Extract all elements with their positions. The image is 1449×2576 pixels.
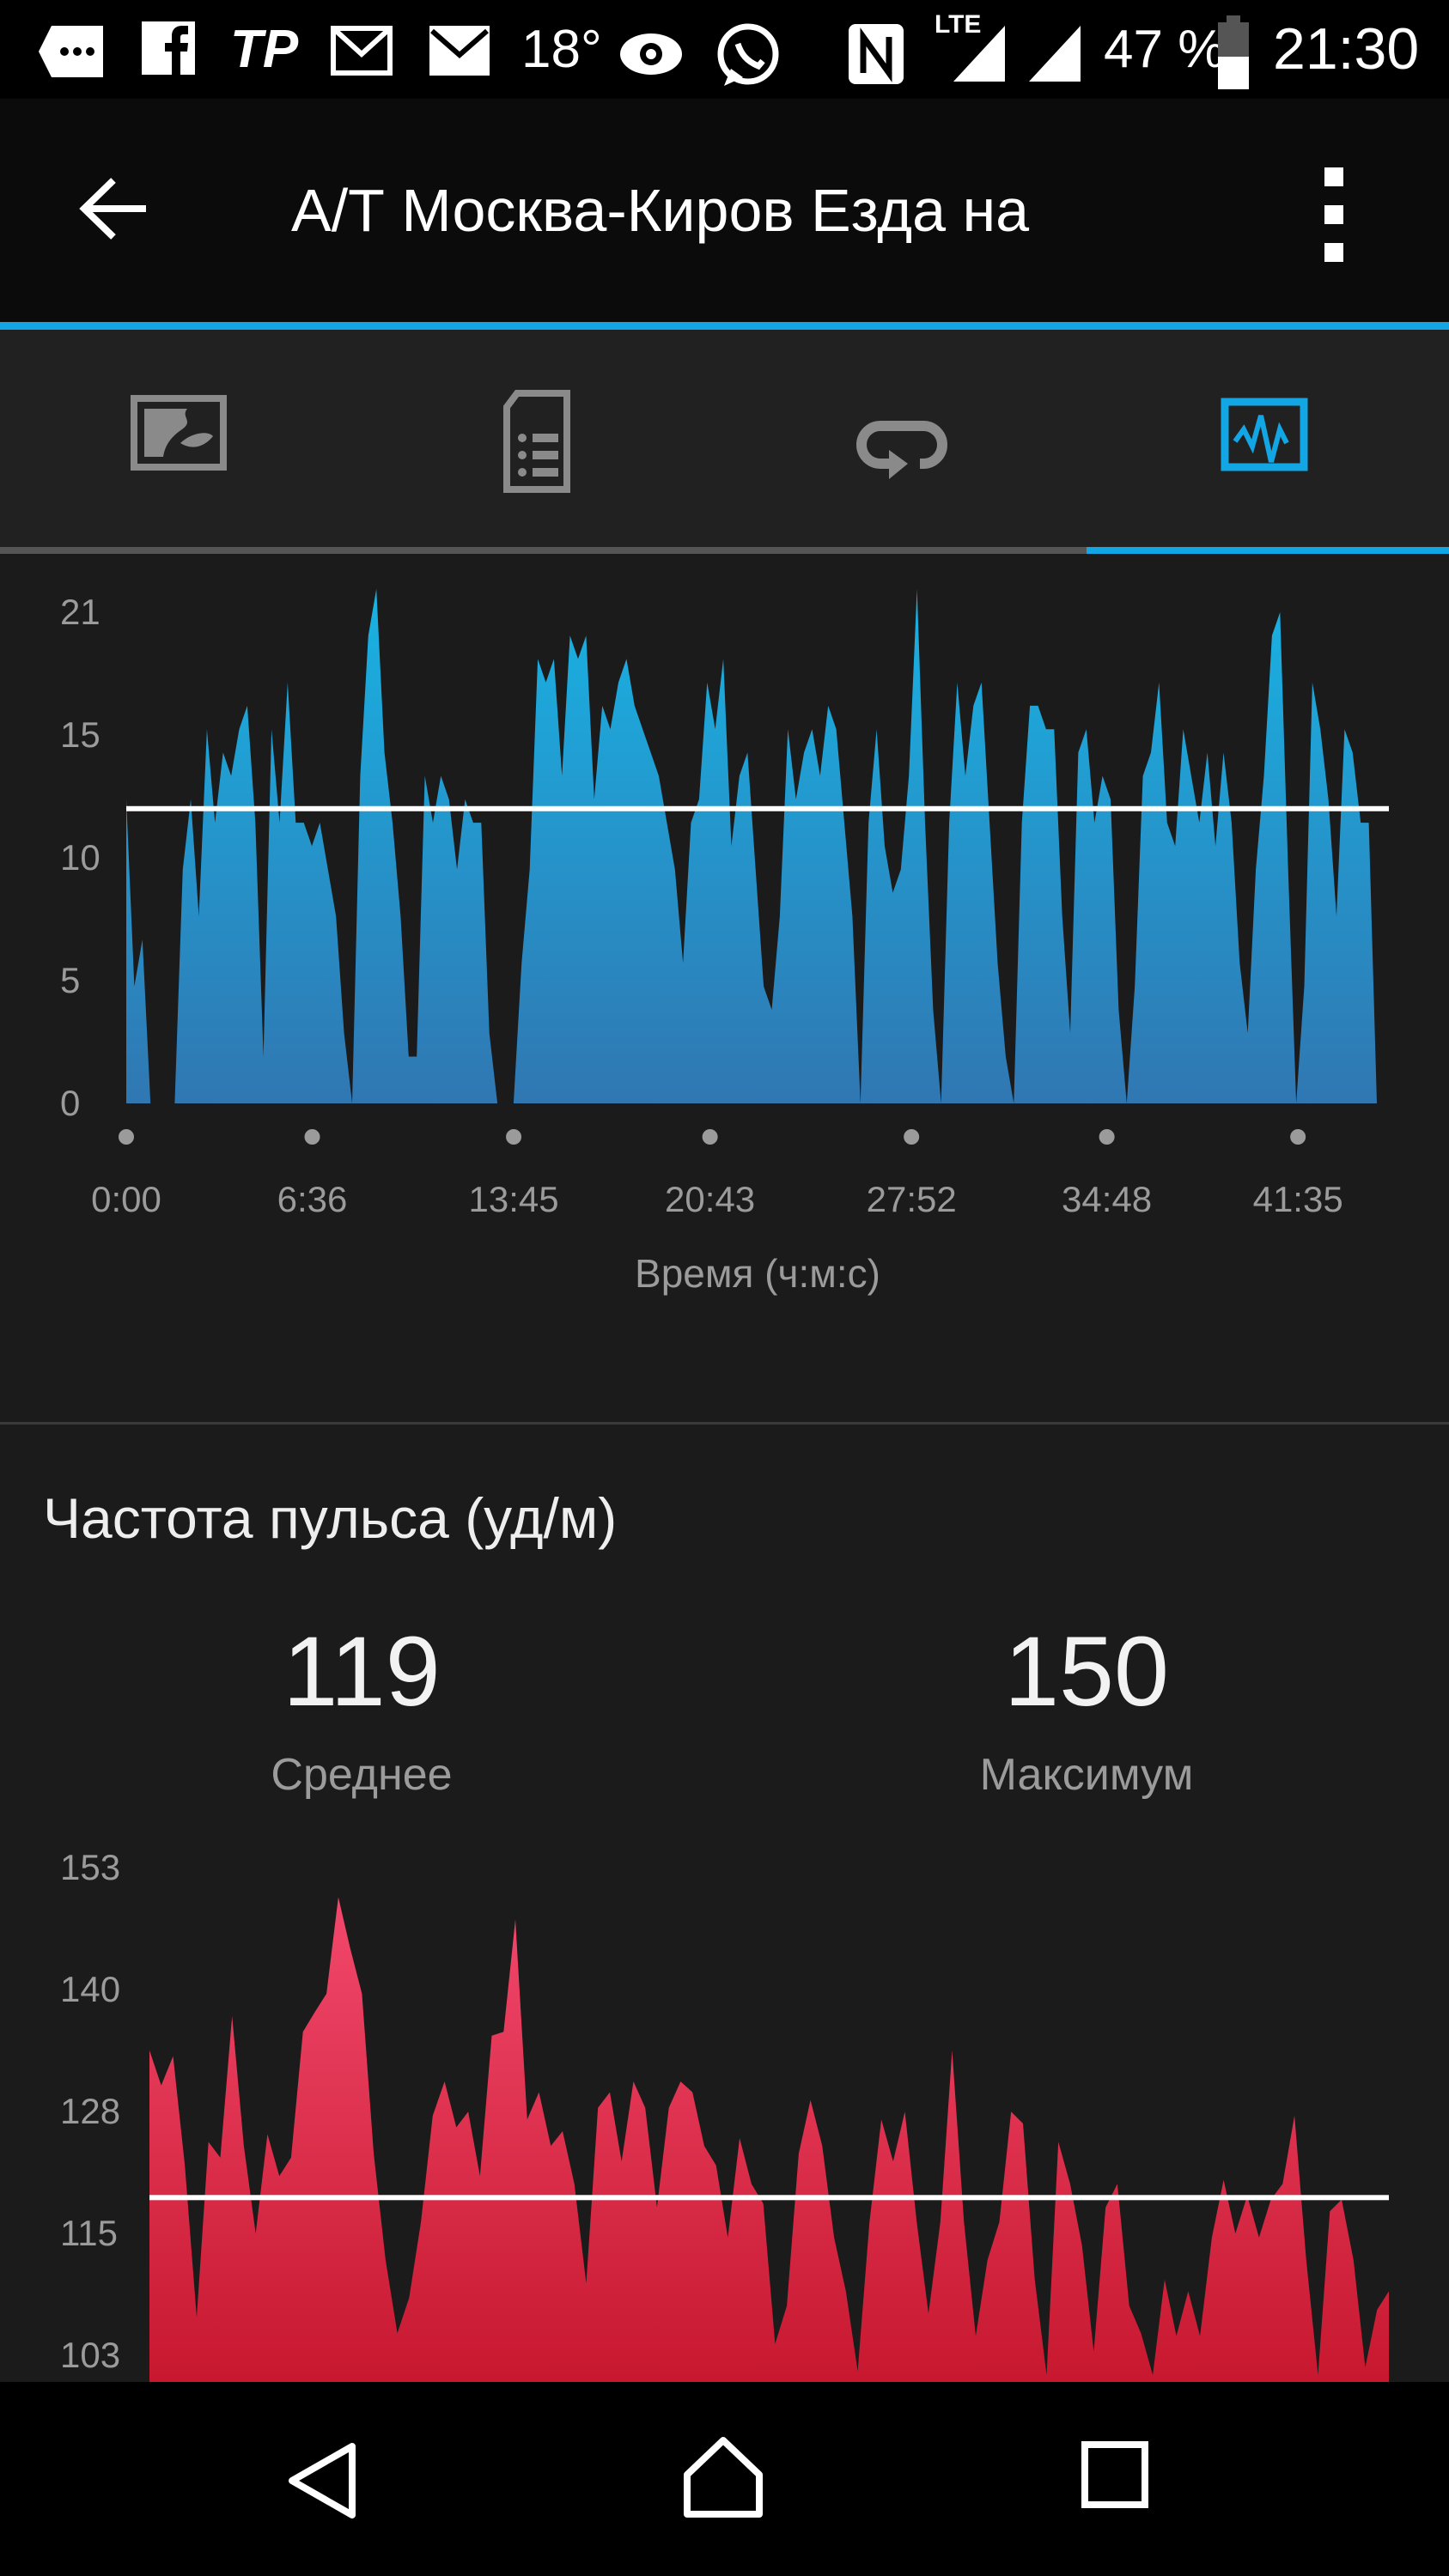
eye-icon — [620, 33, 682, 75]
status-bar: TP 18° LTE 47 % 21:30 — [0, 0, 1449, 99]
tab-details[interactable] — [498, 390, 610, 493]
hr-average-label: Среднее — [271, 1750, 453, 1800]
x-tick-dot — [506, 1129, 522, 1145]
hr-y-tick: 153 — [60, 1847, 121, 1888]
hr-y-tick: 140 — [60, 1969, 121, 2010]
mail-icon — [331, 26, 393, 76]
x-tick-dot — [1290, 1129, 1306, 1145]
speed-x-axis-title: Время (ч:м:с) — [635, 1251, 880, 1296]
x-tick-dot — [119, 1129, 134, 1145]
chat-icon — [39, 26, 103, 77]
x-tick-dot — [304, 1129, 320, 1145]
speed-x-tick: 6:36 — [277, 1179, 348, 1219]
lte-label: LTE — [935, 10, 982, 39]
x-tick-dot — [702, 1129, 718, 1145]
battery-percent: 47 % — [1104, 20, 1226, 79]
navigation-bar — [0, 2382, 1449, 2576]
hr-average-value: 119 — [283, 1617, 441, 1727]
signal-icon — [1029, 26, 1081, 82]
speed-chart — [119, 588, 1389, 1145]
hr-max-label: Максимум — [979, 1750, 1194, 1800]
speed-x-tick: 41:35 — [1252, 1179, 1343, 1219]
speed-x-tick: 34:48 — [1062, 1179, 1153, 1219]
speed-y-tick: 5 — [60, 959, 81, 1000]
clock: 21:30 — [1273, 16, 1420, 82]
loop-icon — [856, 421, 947, 479]
x-tick-dot — [904, 1129, 920, 1145]
speed-x-tick: 0:00 — [91, 1179, 161, 1219]
speed-y-tick: 21 — [60, 591, 100, 632]
section-divider — [0, 1422, 1449, 1425]
average-line — [149, 2195, 1389, 2201]
recents-icon[interactable] — [1078, 2438, 1164, 2524]
tp-icon: TP — [230, 20, 299, 79]
speed-x-tick: 13:45 — [468, 1179, 559, 1219]
whatsapp-icon — [717, 23, 779, 86]
heart-rate-title: Частота пульса (уд/м) — [43, 1486, 618, 1550]
speed-y-tick: 15 — [60, 714, 100, 755]
speed-x-tick: 20:43 — [665, 1179, 756, 1219]
hr-max-value: 150 — [1004, 1617, 1169, 1727]
speed-x-tick: 27:52 — [866, 1179, 957, 1219]
x-tick-dot — [1099, 1129, 1115, 1145]
home-icon[interactable] — [679, 2432, 773, 2526]
document-list-icon — [503, 390, 570, 493]
signal-icon — [953, 26, 1005, 82]
header-accent-line — [0, 322, 1449, 330]
tab-indicator-track — [0, 547, 1087, 554]
app-bar: А/Т Москва-Киров Езда на — [0, 99, 1449, 322]
speed-y-tick: 10 — [60, 836, 100, 878]
back-icon[interactable] — [283, 2438, 369, 2524]
hr-area — [149, 1897, 1389, 2382]
chart-icon — [1221, 398, 1308, 471]
average-line — [126, 805, 1389, 811]
battery-icon — [1218, 15, 1249, 89]
mail-icon — [429, 26, 490, 76]
speed-area — [126, 588, 1377, 1103]
hr-y-tick: 128 — [60, 2091, 121, 2132]
hr-y-tick: 103 — [60, 2335, 121, 2376]
tab-map[interactable] — [129, 390, 240, 493]
tab-bar — [0, 330, 1449, 554]
arrow-left-icon[interactable] — [77, 170, 155, 247]
tab-charts[interactable] — [1220, 390, 1331, 493]
temperature: 18° — [521, 20, 602, 79]
speed-y-tick: 0 — [60, 1083, 81, 1123]
tab-laps[interactable] — [855, 390, 966, 493]
more-vert-icon[interactable] — [1323, 167, 1349, 262]
page-title: А/Т Москва-Киров Езда на — [291, 177, 1030, 244]
facebook-icon — [142, 21, 195, 75]
nfc-icon — [849, 24, 904, 84]
map-icon — [131, 395, 227, 471]
tab-indicator-active — [1087, 547, 1449, 554]
hr-y-tick: 115 — [60, 2213, 118, 2254]
